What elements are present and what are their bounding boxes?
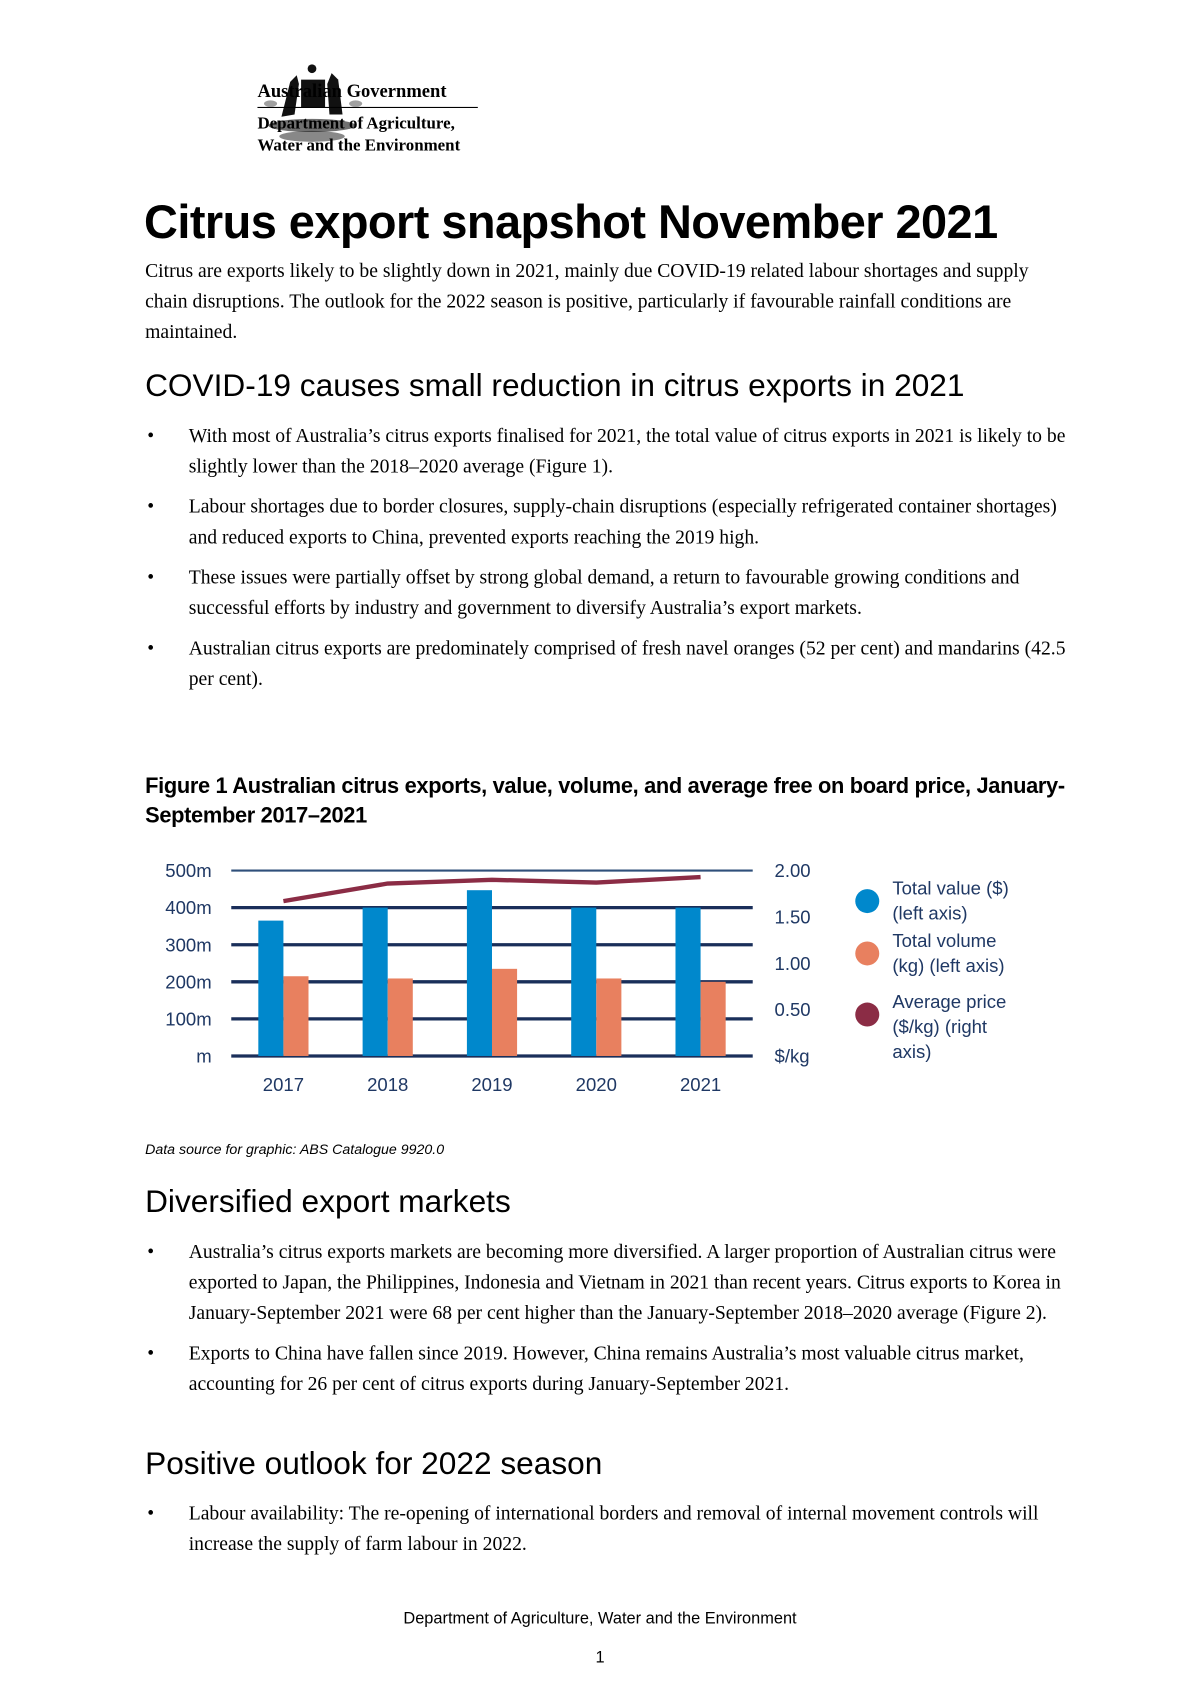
right-axis-tick-label: 2.00 <box>775 860 811 881</box>
markets-bullet-list: Australia’s citrus exports markets are b… <box>145 1236 1083 1399</box>
legend-marker <box>855 1002 880 1027</box>
figure-caption: Figure 1 Australian citrus exports, valu… <box>145 774 1065 828</box>
data-source-note: Data source for graphic: ABS Catalogue 9… <box>145 1141 445 1158</box>
bar-volume-2017 <box>283 976 309 1056</box>
x-axis-tick-label: 2018 <box>367 1074 408 1095</box>
bar-value-2018 <box>362 907 388 1056</box>
list-item: Exports to China have fallen since 2019.… <box>145 1337 1083 1398</box>
covid-bullet-list: With most of Australia’s citrus exports … <box>145 420 1083 694</box>
right-axis-tick-label: $/kg <box>775 1046 810 1067</box>
x-axis-tick-label: 2020 <box>576 1074 617 1095</box>
government-name: Australian Government <box>257 80 447 102</box>
x-axis-tick-label: 2021 <box>680 1074 721 1095</box>
left-axis-tick-label: 500m <box>165 860 211 881</box>
department-line-2: Water and the Environment <box>257 136 461 155</box>
left-axis-tick-label: 400m <box>165 897 211 918</box>
x-axis-tick-label: 2019 <box>471 1074 512 1095</box>
section-heading-markets: Diversified export markets <box>145 1184 511 1220</box>
intro-paragraph: Citrus are exports likely to be slightly… <box>145 259 1029 343</box>
right-axis-tick-label: 1.50 <box>775 906 811 927</box>
legend-marker <box>855 941 880 966</box>
bar-volume-2018 <box>387 978 413 1056</box>
footer-department: Department of Agriculture, Water and the… <box>403 1609 797 1628</box>
list-item: Labour shortages due to border closures,… <box>145 491 1083 552</box>
section-heading-covid: COVID-19 causes small reduction in citru… <box>145 368 965 404</box>
header-divider <box>257 106 478 108</box>
bar-volume-2020 <box>596 978 622 1056</box>
bar-value-2020 <box>571 907 597 1056</box>
x-axis-tick-label: 2017 <box>263 1074 304 1095</box>
department-name: Department of Agriculture, Water and the… <box>257 113 460 157</box>
left-axis-tick-label: m <box>196 1046 211 1067</box>
legend-label: Total value ($) (left axis) <box>892 878 1008 924</box>
left-axis-tick-label: 200m <box>165 971 211 992</box>
list-item: Labour availability: The re-opening of i… <box>145 1498 1083 1559</box>
page-title: Citrus export snapshot November 2021 <box>143 196 998 249</box>
department-line-1: Department of Agriculture, <box>257 114 455 134</box>
bar-value-2019 <box>466 890 492 1056</box>
legend-label: Total volume (kg) (left axis) <box>892 930 1004 976</box>
bar-value-2017 <box>258 920 284 1056</box>
bar-volume-2019 <box>491 968 518 1056</box>
left-axis-tick-label: 300m <box>165 934 211 955</box>
section-heading-outlook: Positive outlook for 2022 season <box>145 1446 603 1482</box>
right-axis-tick-label: 0.50 <box>775 999 811 1020</box>
legend-marker <box>855 889 880 914</box>
legend-label: Average price ($/kg) (right axis) <box>892 991 1006 1062</box>
list-item: Australia’s citrus exports markets are b… <box>145 1236 1083 1328</box>
page-number: 1 <box>595 1648 605 1667</box>
list-item: These issues were partially offset by st… <box>145 562 1083 623</box>
outlook-bullet-list: Labour availability: The re-opening of i… <box>145 1498 1083 1559</box>
figure-1-chart: m 100m 200m 300m 400m 500m $/kg 0.50 1.00 1.50 2.0… <box>165 860 1008 1095</box>
bar-volume-2021 <box>700 981 726 1056</box>
bar-value-2021 <box>675 907 701 1056</box>
left-axis-tick-label: 100m <box>165 1008 211 1029</box>
list-item: Australian citrus exports are predominat… <box>145 633 1083 694</box>
list-item: With most of Australia’s citrus exports … <box>145 420 1083 481</box>
right-axis-tick-label: 1.00 <box>775 953 811 974</box>
coat-of-arms-logo <box>263 64 363 142</box>
